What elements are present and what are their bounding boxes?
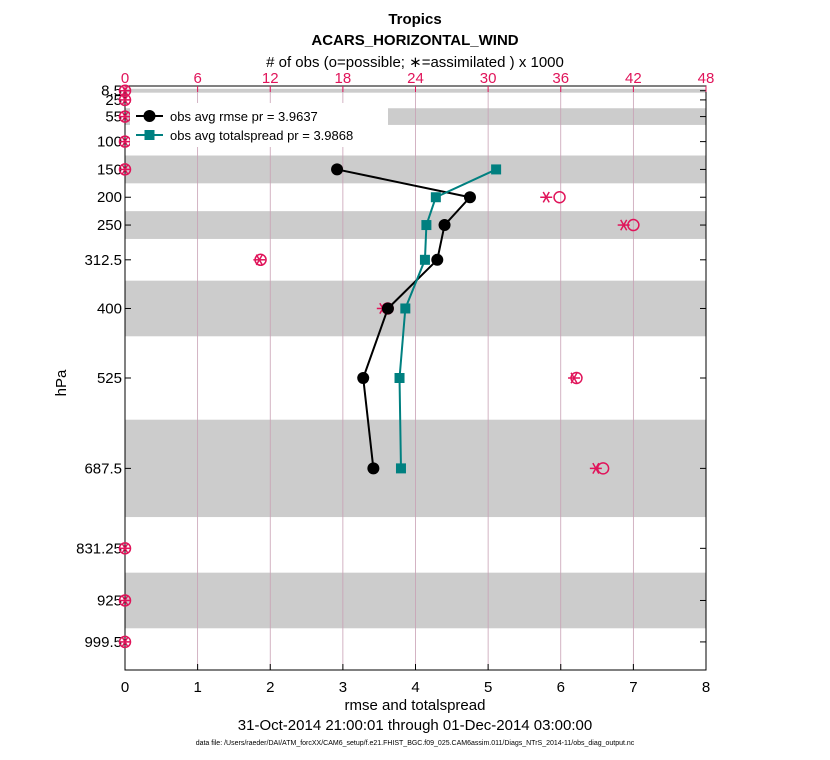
x-axis-label: rmse and totalspread bbox=[345, 697, 486, 714]
y-tick-label: 55 bbox=[105, 109, 122, 126]
y-tick-label: 400 bbox=[97, 300, 122, 317]
rmse-point bbox=[463, 191, 476, 204]
chart-subtitle: ACARS_HORIZONTAL_WIND bbox=[311, 32, 518, 49]
top-tick-label: 48 bbox=[698, 70, 715, 87]
top-tick-label: 42 bbox=[625, 70, 642, 87]
obs-assimilated-stroke bbox=[592, 462, 600, 474]
obs-assimilated-marker bbox=[119, 111, 131, 123]
y-tick-label: 999.5 bbox=[84, 634, 122, 651]
obs-assimilated-marker bbox=[589, 462, 602, 474]
rmse-point bbox=[367, 462, 380, 475]
legend: obs avg rmse pr = 3.9637 obs avg totalsp… bbox=[130, 103, 388, 147]
rmse-point bbox=[431, 253, 444, 266]
data-file-note: data file: /Users/raeder/DAI/ATM_forcXX/… bbox=[196, 740, 635, 747]
x-tick-label: 1 bbox=[193, 679, 201, 696]
top-tick-label: 30 bbox=[480, 70, 497, 87]
obs-assimilated-stroke bbox=[570, 372, 578, 384]
obs-assimilated-stroke bbox=[121, 594, 129, 607]
spread-point bbox=[491, 164, 502, 175]
obs-assimilated-marker bbox=[568, 372, 581, 384]
obs-assimilated-marker bbox=[119, 94, 131, 106]
y-tick-label: 687.5 bbox=[84, 460, 122, 477]
y-tick-label: 150 bbox=[97, 161, 122, 178]
spread-point bbox=[419, 254, 430, 265]
date-range: 31-Oct-2014 21:00:01 through 01-Dec-2014… bbox=[238, 717, 592, 734]
top-axis-label: # of obs (o=possible; ∗=assimilated ) x … bbox=[266, 54, 564, 71]
spread-point bbox=[430, 192, 441, 203]
x-tick-label: 2 bbox=[266, 679, 274, 696]
obs-assimilated-stroke bbox=[121, 111, 129, 123]
obs-assimilated-marker bbox=[540, 191, 553, 203]
spread-point bbox=[394, 373, 405, 383]
rmse-point bbox=[381, 302, 394, 315]
legend-rmse-label: obs avg rmse pr = 3.9637 bbox=[170, 109, 318, 124]
rmse-point bbox=[357, 372, 370, 384]
obs-assimilated-marker bbox=[119, 136, 131, 148]
x-tick-labels: 0 1 2 3 4 5 6 7 8 bbox=[121, 664, 710, 696]
legend-spread-marker bbox=[144, 130, 155, 140]
top-tick-label: 6 bbox=[193, 70, 201, 87]
rmse-point bbox=[438, 219, 451, 232]
y-tick-label: 831.25 bbox=[76, 540, 122, 557]
spread-point bbox=[400, 303, 411, 314]
y-tick-label: 8.5 bbox=[101, 83, 122, 100]
chart-title: Tropics bbox=[388, 11, 441, 28]
obs-assimilated-stroke bbox=[255, 254, 264, 266]
top-tick-label: 12 bbox=[262, 70, 279, 87]
x-tick-label: 8 bbox=[702, 679, 710, 696]
obs-assimilated-stroke bbox=[121, 136, 129, 148]
x-tick-label: 4 bbox=[411, 679, 419, 696]
obs-assimilated-stroke bbox=[542, 191, 550, 203]
x-tick-label: 5 bbox=[484, 679, 492, 696]
obs-assimilated-marker bbox=[253, 254, 266, 266]
spread-point bbox=[395, 463, 406, 474]
legend-rmse-marker bbox=[143, 110, 156, 122]
y-axis-label: hPa bbox=[53, 369, 70, 396]
legend-box bbox=[130, 103, 388, 147]
obs-assimilated-stroke bbox=[121, 163, 129, 175]
x-tick-label: 7 bbox=[629, 679, 637, 696]
top-tick-label: 0 bbox=[121, 70, 129, 87]
y-tick-label: 925 bbox=[97, 592, 122, 609]
top-tick-label: 36 bbox=[552, 70, 569, 87]
vertical-grid bbox=[197, 86, 634, 670]
obs-assimilated-stroke bbox=[121, 94, 129, 106]
obs-assimilated-stroke bbox=[121, 636, 129, 648]
obs-assimilated-marker bbox=[119, 636, 131, 648]
y-tick-label: 525 bbox=[97, 370, 122, 387]
top-tick-label: 18 bbox=[335, 70, 352, 87]
obs-count-markers bbox=[118, 84, 640, 649]
obs-assimilated-stroke bbox=[121, 542, 129, 554]
y-tick-label: 250 bbox=[97, 217, 122, 234]
obs-possible-marker bbox=[553, 190, 566, 204]
x-tick-label: 3 bbox=[339, 679, 347, 696]
obs-assimilated-marker bbox=[617, 219, 630, 231]
spread-point bbox=[421, 220, 432, 231]
y-tick-label: 312.5 bbox=[84, 252, 122, 269]
x-tick-label: 0 bbox=[121, 679, 129, 696]
obs-assimilated-marker bbox=[119, 542, 131, 554]
y-tick-label: 200 bbox=[97, 189, 122, 206]
legend-spread-label: obs avg totalspread pr = 3.9868 bbox=[170, 128, 353, 143]
top-tick-label: 24 bbox=[407, 70, 424, 87]
rmse-point bbox=[331, 163, 344, 176]
y-tick-label: 25 bbox=[105, 92, 122, 109]
obs-assimilated-marker bbox=[119, 594, 131, 607]
series-lines bbox=[331, 163, 502, 475]
obs-assimilated-marker bbox=[119, 163, 131, 175]
x-tick-label: 6 bbox=[557, 679, 565, 696]
y-tick-label: 100 bbox=[97, 134, 122, 151]
obs-assimilated-stroke bbox=[620, 219, 628, 231]
top-tick-labels: 0 6 12 18 24 30 36 42 48 bbox=[121, 70, 715, 92]
